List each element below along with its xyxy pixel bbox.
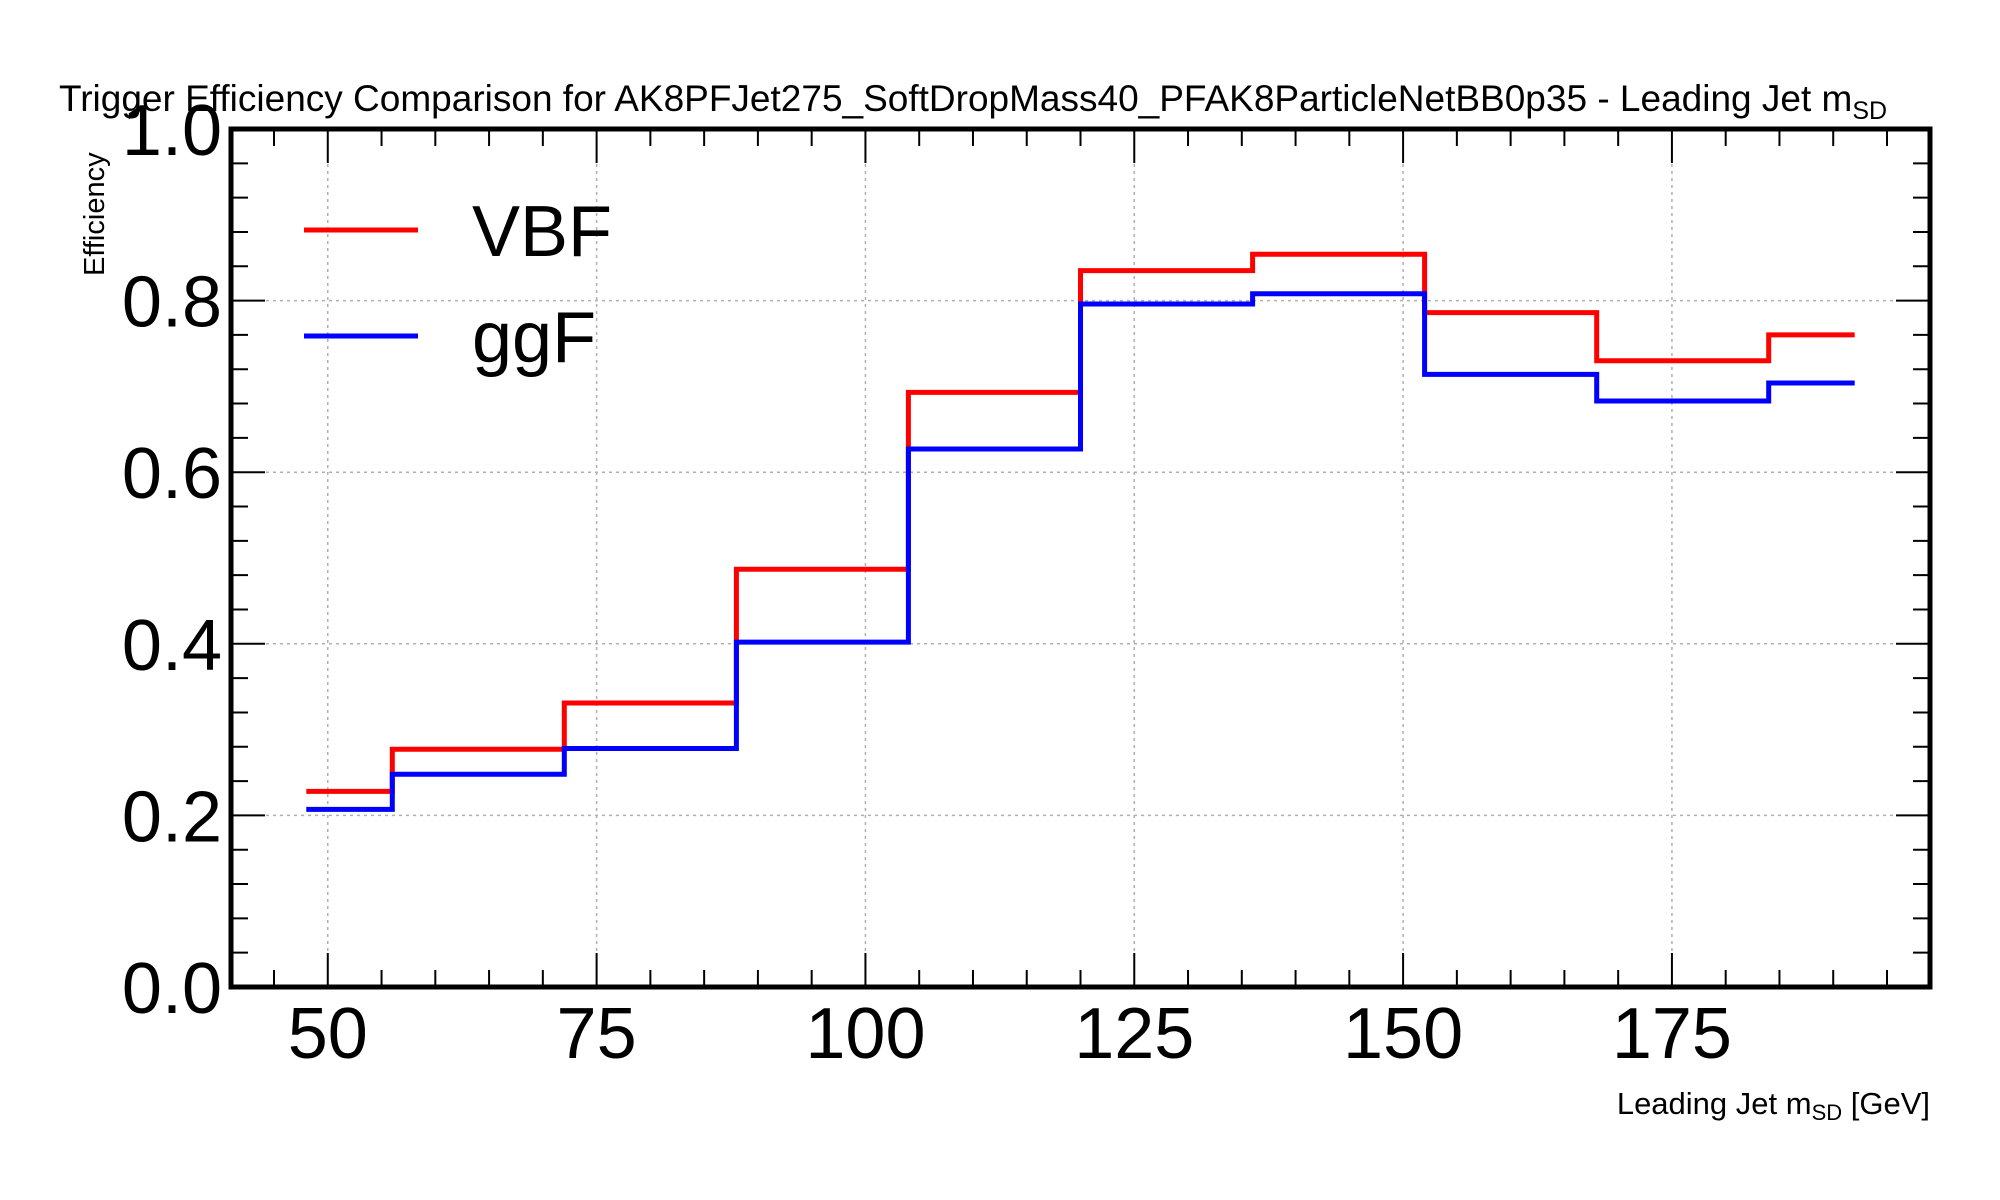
x-axis-label: Leading Jet mSD [GeV] (1617, 1086, 1930, 1125)
y-axis-label: Efficiency (79, 152, 111, 276)
x-tick-label: 150 (1343, 994, 1463, 1074)
x-tick-label: 75 (557, 994, 637, 1074)
x-tick-label: 50 (288, 994, 368, 1074)
series-line-ggf (306, 291, 1855, 812)
legend: VBF ggF (304, 192, 612, 378)
x-tick-labels: 50 75 100 125 150 175 (288, 994, 1732, 1074)
chart-title-subscript: SD (1852, 97, 1887, 125)
x-tick-label: 175 (1612, 994, 1732, 1074)
grid-lines (231, 129, 1930, 987)
chart-title-main: Trigger Efficiency Comparison for AK8PFJ… (59, 78, 1852, 119)
legend-label-vbf: VBF (472, 192, 612, 272)
y-tick-labels: 0.0 0.2 0.4 0.6 0.8 1.0 (122, 91, 222, 1029)
x-axis-label-main: Leading Jet m (1617, 1086, 1812, 1121)
legend-label-ggf: ggF (472, 298, 596, 378)
series-lines (306, 251, 1855, 812)
y-tick-label: 0.8 (122, 263, 222, 343)
plot-frame (228, 126, 1933, 990)
x-axis-label-unit: [GeV] (1842, 1086, 1930, 1121)
axis-ticks (231, 128, 1930, 988)
x-tick-label: 125 (1074, 994, 1194, 1074)
x-tick-label: 100 (805, 994, 925, 1074)
y-tick-label: 0.6 (122, 434, 222, 514)
chart-title: Trigger Efficiency Comparison for AK8PFJ… (59, 78, 1887, 125)
x-axis-label-subscript: SD (1812, 1100, 1843, 1125)
y-tick-label: 0.0 (122, 949, 222, 1029)
y-tick-label: 1.0 (122, 91, 222, 171)
y-tick-label: 0.2 (122, 777, 222, 857)
y-tick-label: 0.4 (122, 606, 222, 686)
